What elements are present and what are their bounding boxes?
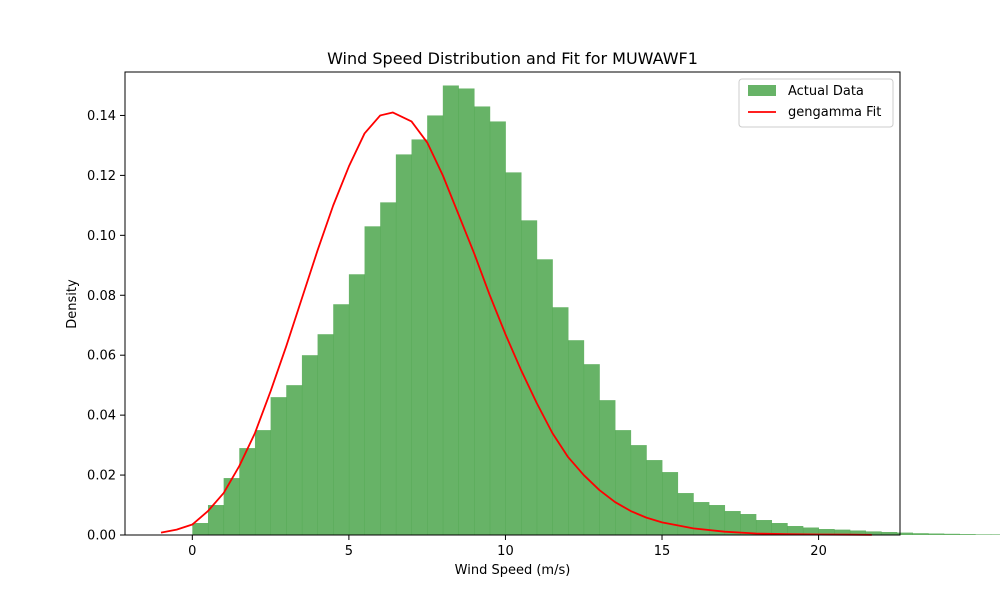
histogram-bar [583, 364, 600, 535]
histogram-bar [536, 259, 553, 535]
y-tick-label: 0.12 [87, 169, 116, 184]
histogram-bar [896, 532, 913, 535]
histogram-bar [333, 304, 350, 535]
histogram-bar [630, 445, 647, 535]
x-tick-label: 0 [188, 544, 196, 559]
histogram-bar [395, 154, 412, 535]
histogram-bar [474, 106, 491, 536]
histogram-bar [364, 226, 381, 535]
legend-box [738, 78, 894, 128]
y-tick-label: 0.04 [87, 409, 116, 424]
histogram-bar [348, 274, 365, 535]
histogram-bar [599, 400, 616, 535]
histogram-bar [380, 202, 397, 536]
histogram-bar [192, 523, 209, 535]
histogram-bar [771, 523, 788, 535]
y-tick-label: 0.00 [87, 529, 116, 544]
histogram-bar [286, 385, 303, 535]
x-axis-ticks: 0 5 10 15 20 [188, 535, 827, 559]
histogram-bar [301, 355, 318, 535]
x-tick-label: 10 [497, 544, 514, 559]
x-tick-label: 5 [345, 544, 353, 559]
plot-frame [124, 71, 901, 536]
histogram-bar [489, 121, 506, 535]
x-tick-label: 15 [654, 544, 671, 559]
x-axis-label: Wind Speed (m/s) [455, 563, 571, 578]
histogram-bar [943, 533, 960, 535]
histogram-bar [865, 531, 882, 535]
histogram-bar [881, 532, 898, 535]
histogram-bar [928, 533, 945, 535]
histogram-bar [740, 514, 757, 535]
histogram-bar [912, 533, 929, 535]
y-tick-label: 0.08 [87, 289, 116, 304]
series-line-gengamma-fit [160, 111, 872, 536]
legend: Actual Data gengamma Fit [738, 78, 894, 128]
x-tick-label: 20 [810, 544, 827, 559]
histogram-bar [693, 502, 710, 535]
histogram-bar [724, 511, 741, 535]
histogram-bar [568, 340, 585, 535]
y-axis-label: Density [65, 279, 80, 329]
histogram-bar [975, 534, 992, 535]
y-axis-ticks: 0.00 0.02 0.04 0.06 0.08 0.10 0.12 0.14 [87, 109, 125, 544]
histogram-bar [708, 505, 726, 535]
y-tick-label: 0.10 [87, 229, 116, 244]
histogram-bar [646, 460, 663, 535]
histogram-bar [990, 534, 1000, 535]
legend-swatch-actual-data [748, 85, 776, 96]
histogram-bar [755, 520, 773, 535]
legend-label-actual-data: Actual Data [788, 84, 864, 99]
histogram-bar [270, 397, 287, 535]
histogram-bar [521, 220, 538, 535]
histogram-bar [818, 529, 835, 535]
legend-label-gengamma-fit: gengamma Fit [788, 105, 881, 120]
histogram-bar [552, 307, 569, 535]
histogram-bar [959, 534, 976, 535]
histogram-bar [615, 430, 632, 535]
fit-curve [160, 111, 872, 536]
histogram-bar [427, 115, 444, 535]
y-tick-label: 0.02 [87, 469, 116, 484]
histogram-bar [239, 448, 256, 535]
histogram-bars [192, 85, 1000, 536]
histogram-bar [317, 334, 334, 535]
histogram-bar [834, 529, 851, 535]
histogram-bar [787, 526, 804, 535]
histogram-bar [677, 493, 694, 535]
y-tick-label: 0.06 [87, 349, 116, 364]
chart-title: Wind Speed Distribution and Fit for MUWA… [327, 49, 698, 68]
histogram-bar [254, 430, 272, 535]
histogram-bar [223, 478, 240, 535]
y-tick-label: 0.14 [87, 109, 116, 124]
histogram-bar [458, 88, 475, 535]
histogram-bar [662, 472, 679, 535]
histogram-bar [207, 505, 225, 535]
histogram-bar [411, 139, 428, 535]
histogram-bar [849, 530, 866, 535]
histogram-bar [442, 85, 459, 536]
histogram-bar [802, 527, 819, 535]
